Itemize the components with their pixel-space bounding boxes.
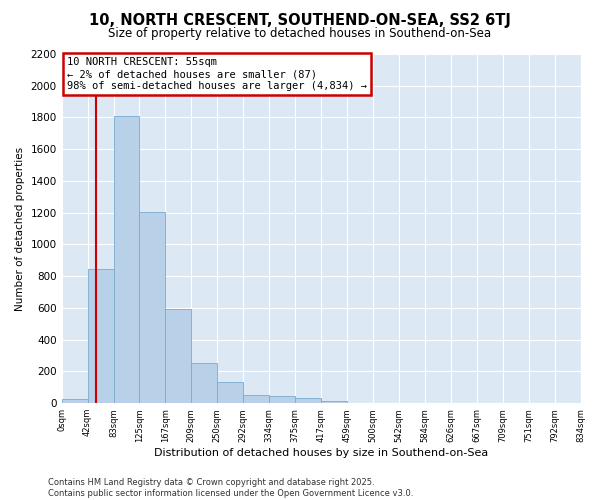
Bar — [295, 398, 321, 403]
Text: 10 NORTH CRESCENT: 55sqm
← 2% of detached houses are smaller (87)
98% of semi-de: 10 NORTH CRESCENT: 55sqm ← 2% of detache… — [67, 58, 367, 90]
Bar — [191, 362, 217, 403]
Bar — [88, 269, 113, 403]
Bar — [139, 212, 166, 403]
Text: Contains HM Land Registry data © Crown copyright and database right 2025.
Contai: Contains HM Land Registry data © Crown c… — [48, 478, 413, 498]
Bar — [113, 116, 139, 403]
Bar — [243, 396, 269, 403]
Bar — [269, 396, 295, 403]
Bar — [321, 401, 347, 403]
Bar — [62, 399, 88, 403]
Text: Size of property relative to detached houses in Southend-on-Sea: Size of property relative to detached ho… — [109, 28, 491, 40]
X-axis label: Distribution of detached houses by size in Southend-on-Sea: Distribution of detached houses by size … — [154, 448, 488, 458]
Bar — [217, 382, 243, 403]
Bar — [166, 308, 191, 403]
Y-axis label: Number of detached properties: Number of detached properties — [15, 146, 25, 310]
Text: 10, NORTH CRESCENT, SOUTHEND-ON-SEA, SS2 6TJ: 10, NORTH CRESCENT, SOUTHEND-ON-SEA, SS2… — [89, 12, 511, 28]
